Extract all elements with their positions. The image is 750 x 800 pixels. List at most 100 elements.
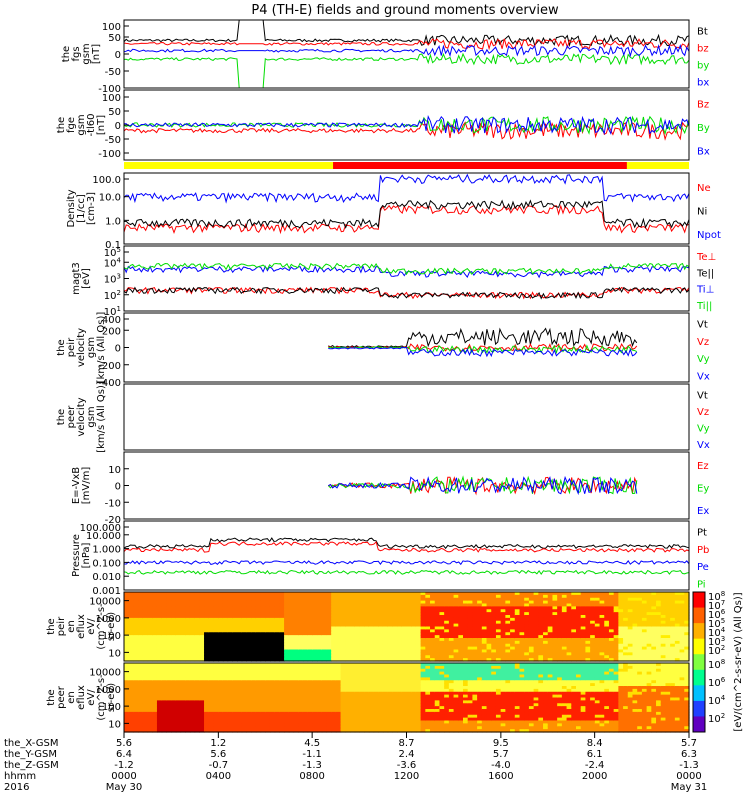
heatmap-cell bbox=[557, 632, 563, 636]
heatmap-cell bbox=[269, 643, 276, 648]
heatmap-cell bbox=[481, 603, 488, 607]
heatmap-cell bbox=[321, 688, 328, 693]
heatmap-cell bbox=[326, 612, 332, 616]
heatmap-cell bbox=[646, 600, 652, 605]
heatmap-cell bbox=[156, 609, 163, 613]
y-tick-label: 100 bbox=[102, 93, 121, 104]
heatmap-cell bbox=[307, 677, 313, 681]
heatmap-cell bbox=[227, 697, 233, 701]
y-tick-label: 1000 bbox=[96, 614, 121, 625]
heatmap-cell bbox=[307, 592, 313, 596]
heatmap-cell bbox=[368, 665, 375, 670]
heatmap-cell bbox=[566, 606, 572, 610]
heatmap-cell bbox=[128, 726, 135, 730]
heatmap-cell bbox=[373, 700, 379, 704]
plot-title: P4 (TH-E) fields and ground moments over… bbox=[251, 3, 559, 18]
heatmap-cell bbox=[152, 594, 158, 599]
heatmap-cell bbox=[425, 603, 431, 607]
legend-By: By bbox=[697, 123, 710, 134]
heatmap-cell bbox=[260, 649, 266, 653]
heatmap-cell bbox=[204, 600, 210, 605]
heatmap-cell bbox=[302, 663, 309, 667]
heatmap-cell bbox=[641, 635, 648, 639]
heatmap-cell bbox=[138, 592, 144, 596]
heatmap-cell bbox=[138, 649, 144, 653]
heatmap-cell bbox=[618, 658, 624, 662]
heatmap-cell bbox=[604, 612, 610, 616]
heatmap-cell bbox=[269, 711, 276, 716]
heatmap-cell bbox=[406, 617, 412, 622]
heatmap-cell bbox=[382, 649, 389, 653]
heatmap-cell bbox=[227, 597, 233, 602]
heatmap-cell bbox=[524, 658, 530, 662]
heatmap-cell bbox=[665, 620, 671, 625]
heatmap-cell bbox=[350, 632, 356, 636]
heatmap-cell bbox=[670, 617, 676, 622]
heatmap-cell bbox=[552, 649, 558, 653]
heatmap-cell bbox=[425, 677, 431, 681]
heatmap-cell bbox=[227, 592, 233, 596]
heatmap-cell bbox=[364, 671, 370, 676]
heatmap-cell bbox=[637, 652, 643, 656]
heatmap-cell bbox=[142, 658, 149, 662]
heatmap-cell bbox=[142, 652, 149, 656]
heatmap-cell bbox=[467, 674, 474, 678]
heatmap-cell bbox=[477, 603, 483, 607]
heatmap-cell bbox=[397, 629, 403, 633]
heatmap-cell bbox=[359, 652, 365, 656]
heatmap-cell bbox=[660, 626, 667, 630]
heatmap-cell bbox=[425, 640, 431, 645]
heatmap-cell bbox=[510, 640, 516, 645]
heatmap-cell bbox=[166, 686, 172, 690]
heatmap-cell bbox=[138, 729, 144, 733]
heatmap-cell bbox=[463, 629, 469, 633]
heatmap-cell bbox=[373, 683, 379, 687]
heatmap-cell bbox=[241, 709, 248, 713]
heatmap-cell bbox=[222, 700, 229, 704]
y-tick-label: -10 bbox=[105, 498, 121, 509]
heatmap-cell bbox=[514, 629, 521, 633]
panel-pressure: 100.00010.0001.0000.1000.0100.001Pressur… bbox=[71, 520, 709, 597]
heatmap-cell bbox=[463, 609, 469, 613]
legend-Vt: Vt bbox=[697, 390, 708, 401]
heatmap-cell bbox=[430, 709, 436, 713]
heatmap-cell bbox=[580, 629, 587, 633]
heatmap-cell bbox=[627, 643, 634, 648]
heatmap-cell bbox=[312, 640, 318, 645]
heatmap-cell bbox=[166, 697, 172, 701]
heatmap-cell bbox=[373, 717, 379, 722]
heatmap-cell bbox=[246, 635, 252, 639]
heatmap-cell bbox=[491, 623, 497, 628]
heatmap-cell bbox=[156, 658, 163, 662]
heatmap-cell bbox=[439, 600, 445, 605]
heatmap-cell bbox=[387, 612, 393, 616]
heatmap-cell bbox=[495, 655, 502, 659]
heatmap-cell bbox=[368, 629, 375, 633]
heatmap-cell bbox=[481, 720, 488, 724]
heatmap-cell bbox=[439, 709, 445, 713]
heatmap-cell bbox=[543, 632, 549, 636]
heatmap-cell bbox=[510, 600, 516, 605]
heatmap-cell bbox=[204, 709, 210, 713]
heatmap-cell bbox=[382, 638, 389, 642]
heatmap-cell bbox=[124, 686, 130, 690]
heatmap-cell bbox=[227, 620, 233, 625]
heatmap-cell bbox=[481, 649, 488, 653]
heatmap-cell bbox=[538, 606, 544, 610]
legend-Vx: Vx bbox=[697, 440, 710, 451]
heatmap-cell bbox=[331, 652, 337, 656]
heatmap-cell bbox=[472, 665, 478, 670]
heatmap-cell bbox=[208, 597, 215, 602]
heatmap-cell bbox=[293, 711, 299, 716]
heatmap-cell bbox=[189, 717, 196, 722]
heatmap-cell bbox=[147, 620, 153, 625]
heatmap-cell bbox=[415, 691, 422, 696]
heatmap-cell bbox=[340, 620, 346, 625]
heatmap-cell bbox=[288, 594, 295, 599]
heatmap-cell bbox=[194, 686, 200, 690]
heatmap-cell bbox=[124, 655, 130, 659]
heatmap-cell bbox=[641, 617, 648, 622]
heatmap-cell bbox=[208, 683, 215, 687]
y-tick-label: 1.0 bbox=[105, 216, 121, 227]
heatmap-cell bbox=[227, 709, 233, 713]
